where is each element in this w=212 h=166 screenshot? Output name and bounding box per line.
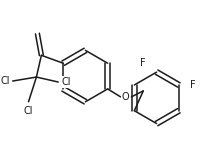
Text: O: O	[122, 92, 129, 102]
Text: Cl: Cl	[61, 77, 71, 87]
Text: Cl: Cl	[24, 106, 33, 116]
Text: Cl: Cl	[0, 76, 10, 86]
Text: F: F	[190, 80, 195, 90]
Text: F: F	[140, 58, 146, 68]
